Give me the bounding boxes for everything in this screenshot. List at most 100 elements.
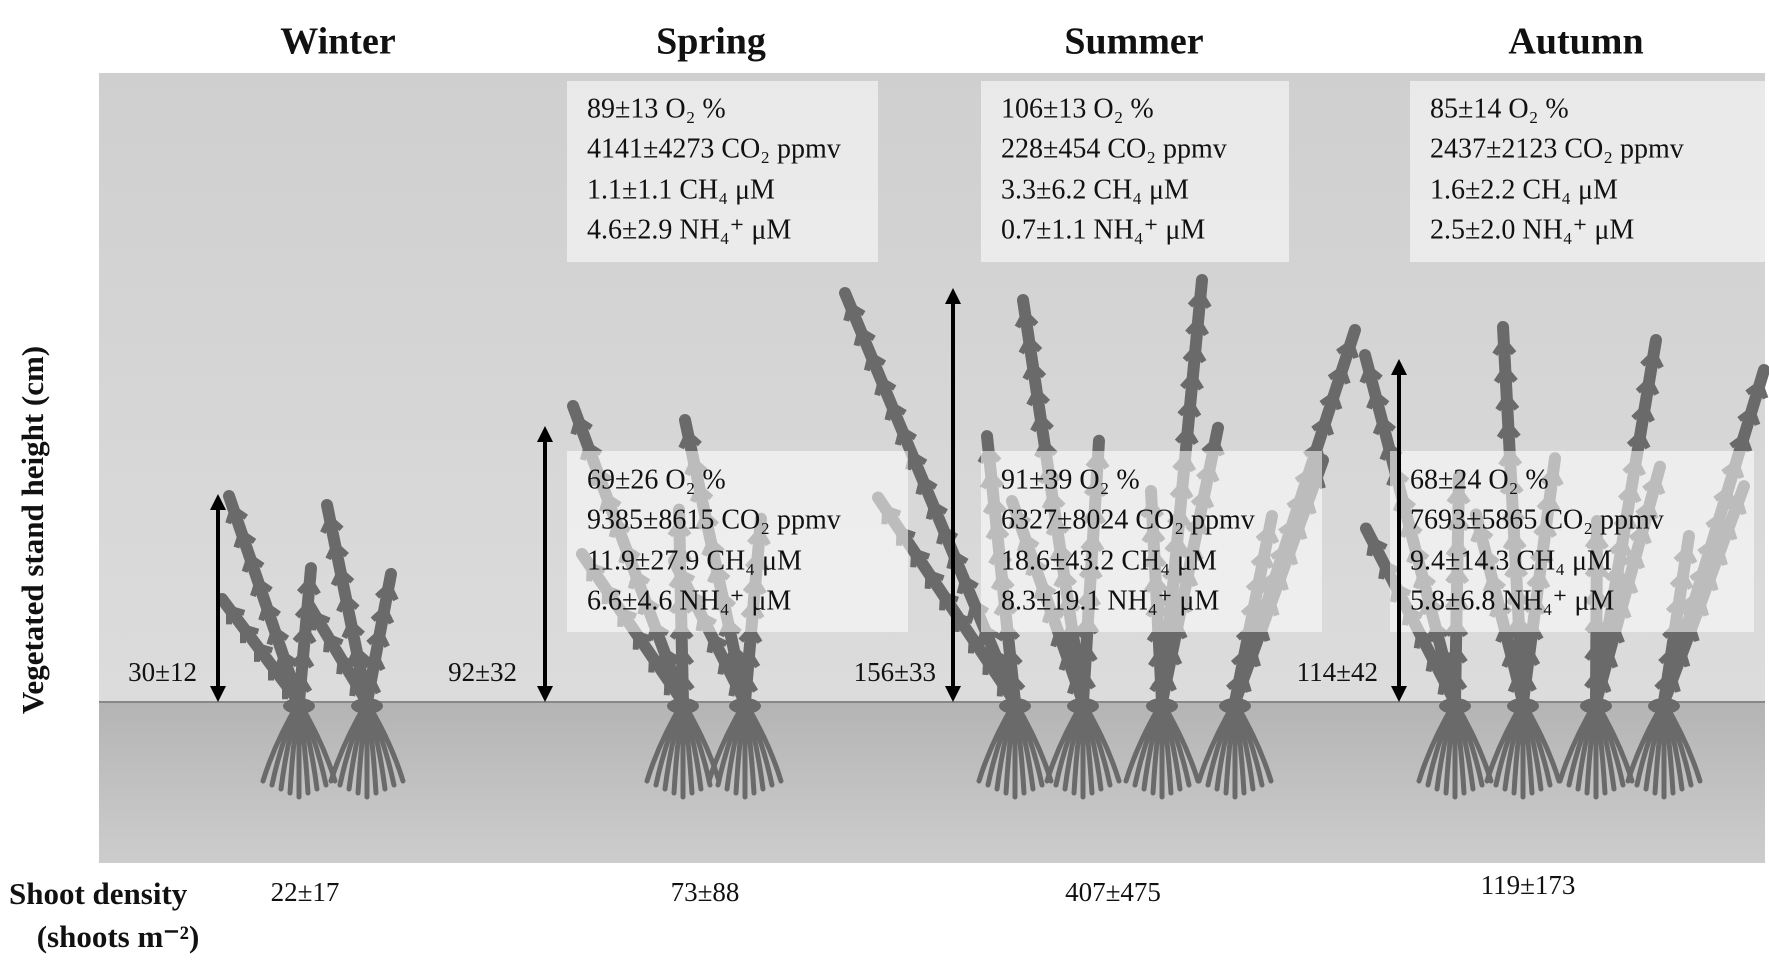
leaflet — [274, 648, 298, 670]
leaflet — [233, 527, 257, 549]
box-line: 3.3±6.2 CH₄ μM — [1001, 174, 1189, 205]
leaflet — [663, 675, 684, 696]
box-line: 18.6±43.2 CH₄ μM — [1001, 545, 1217, 576]
leaflet — [1311, 415, 1335, 436]
leaflet — [225, 604, 246, 625]
box-line: 4141±4273 CO₂ ppmv — [587, 133, 841, 164]
leaflet — [1635, 375, 1660, 396]
box-background — [567, 451, 908, 632]
leaflet — [281, 679, 302, 700]
leaflet — [370, 603, 395, 625]
leaflet — [996, 676, 1017, 697]
leaflet — [1584, 641, 1609, 661]
leaflet — [1319, 389, 1343, 411]
leaflet — [267, 660, 288, 681]
leaflet — [1626, 428, 1651, 450]
plant — [302, 499, 406, 800]
leaflet — [1327, 363, 1351, 385]
leaflet — [323, 632, 344, 653]
leaflet — [1654, 671, 1679, 692]
leaflet — [863, 350, 887, 372]
leaflet — [1149, 672, 1174, 693]
upper-box: 85±14 O₂ % 2437±2123 CO₂ ppmv 1.6±2.2 CH₄ … — [1410, 81, 1765, 262]
leaflet — [736, 648, 761, 669]
shoot-density: 407±475 — [1065, 877, 1161, 907]
leaflet — [349, 675, 370, 697]
leaflet — [1492, 335, 1517, 356]
leaflet — [843, 300, 866, 322]
box-line: 8.3±19.1 NH₄⁺ μM — [1001, 585, 1219, 616]
box-background — [1410, 81, 1765, 262]
leaflet — [570, 414, 593, 436]
box-line: 6327±8024 CO₂ ppmv — [1001, 504, 1255, 535]
season-title: Winter — [280, 21, 396, 63]
box-line: 68±24 O₂ % — [1410, 464, 1549, 495]
stem — [839, 287, 1021, 708]
leaflet — [1058, 649, 1082, 671]
box-line: 89±13 O₂ % — [587, 93, 726, 124]
boxes: 89±13 O₂ % 4141±4273 CO₂ ppmv 1.1±1.1 CH₄ … — [567, 81, 1765, 632]
leaflet — [296, 575, 321, 596]
leaflet — [1366, 388, 1390, 410]
box-line: 91±39 O₂ % — [1001, 464, 1140, 495]
leaflet — [874, 375, 897, 397]
leaflet — [632, 629, 653, 650]
leaflet — [341, 618, 365, 639]
leaflet — [1018, 333, 1043, 355]
leaflet — [1496, 419, 1521, 440]
leaflet — [309, 610, 331, 631]
leaflet — [1030, 411, 1054, 433]
upper-box: 89±13 O₂ % 4141±4273 CO₂ ppmv 1.1±1.1 CH₄ … — [567, 81, 878, 262]
leaflet — [924, 568, 945, 589]
leaflet — [678, 428, 702, 450]
box-line: 11.9±27.9 CH₄ μM — [587, 545, 802, 576]
leaflet — [1658, 645, 1682, 667]
leaflet — [346, 644, 371, 666]
labels: Winter 30±12 22±17 Spring 92±32 73±88 Summer 15… — [128, 21, 1643, 907]
leaflet — [1148, 647, 1172, 668]
leaflet — [292, 623, 317, 645]
box-line: 228±454 CO₂ ppmv — [1001, 133, 1227, 164]
leaflet — [1425, 651, 1447, 673]
leaflet — [1177, 397, 1202, 418]
leaflet — [1182, 343, 1207, 364]
leaflet — [905, 449, 928, 471]
leaflet — [1501, 647, 1525, 668]
leaflet — [225, 503, 249, 525]
season-title: Autumn — [1508, 21, 1643, 63]
stand-height: 30±12 — [128, 657, 197, 687]
stem — [321, 499, 373, 708]
leaflet — [290, 648, 315, 669]
leaflet — [1359, 363, 1383, 384]
box-background — [981, 81, 1289, 262]
leaflet — [330, 565, 355, 587]
leaflet — [1437, 674, 1459, 696]
shoot-density-unit: (shoots m⁻²) — [37, 919, 200, 954]
lower-box: 91±39 O₂ % 6327±8024 CO₂ ppmv 18.6±43.2 CH… — [981, 451, 1322, 632]
box-background — [1390, 451, 1754, 632]
leaflet — [894, 424, 917, 446]
lower-box: 69±26 O₂ % 9385±8615 CO₂ ppmv 11.9±27.9 CH… — [567, 451, 908, 632]
box-line: 2.5±2.0 NH₄⁺ μM — [1430, 214, 1634, 245]
season-title: Spring — [656, 21, 766, 63]
leaflet — [1022, 359, 1047, 381]
box-line: 7693±5865 CO₂ ppmv — [1410, 504, 1664, 535]
upper-box: 106±13 O₂ % 228±454 CO₂ ppmv 3.3±6.2 CH₄ μ… — [981, 81, 1289, 262]
leaflet — [717, 654, 739, 675]
box-line: 85±14 O₂ % — [1430, 93, 1569, 124]
box-line: 4.6±2.9 NH₄⁺ μM — [587, 214, 791, 245]
box-line: 106±13 O₂ % — [1001, 93, 1154, 124]
plant — [216, 490, 338, 800]
leaflet — [1067, 673, 1090, 695]
leaflet — [998, 646, 1023, 667]
box-line: 5.8±6.8 NH₄⁺ μM — [1410, 585, 1614, 616]
leaflet — [1180, 370, 1204, 391]
leaflet — [1493, 363, 1518, 384]
leaflet — [648, 652, 669, 673]
leaflet — [853, 325, 876, 347]
leaflet — [1187, 288, 1212, 309]
season-title: Summer — [1064, 21, 1203, 63]
leaflet — [1640, 348, 1664, 369]
leaflet — [336, 653, 357, 675]
box-line: 9.4±14.3 CH₄ μM — [1410, 545, 1612, 576]
